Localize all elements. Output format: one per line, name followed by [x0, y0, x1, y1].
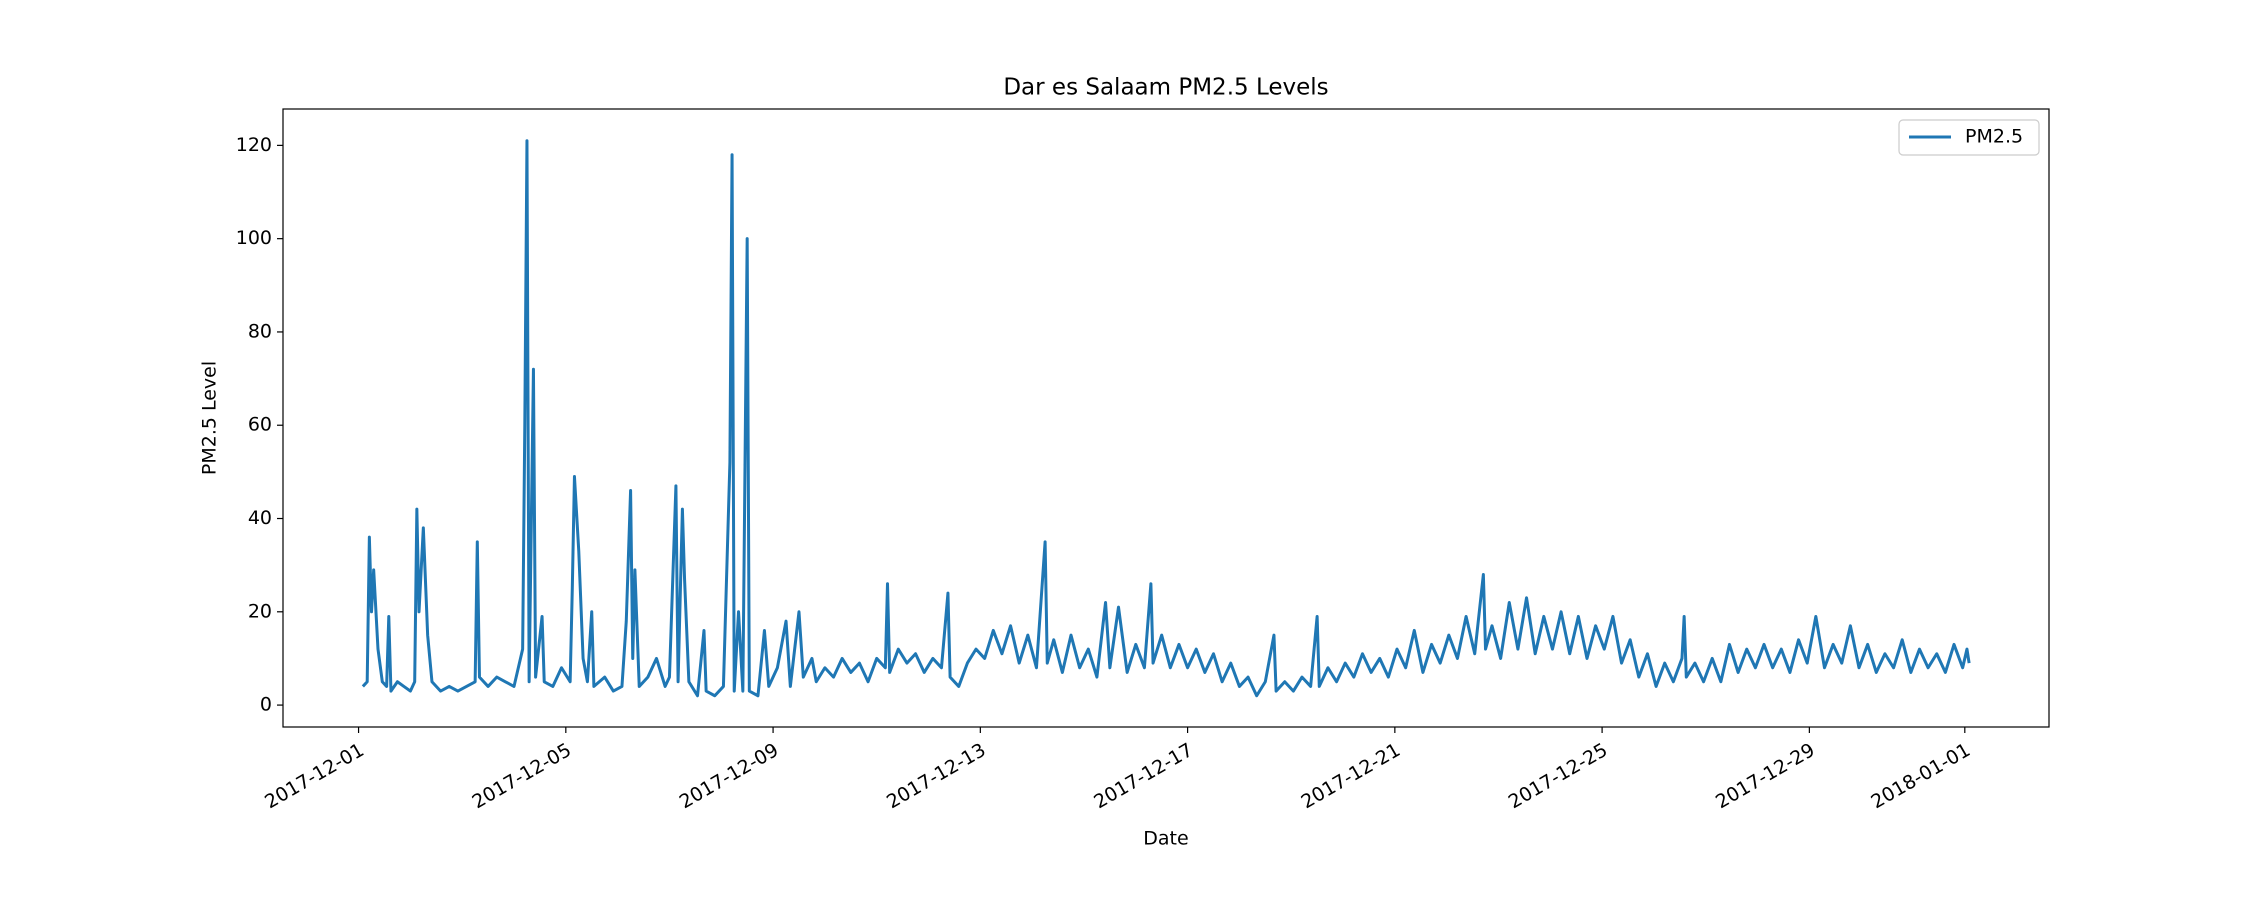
legend-box — [1898, 119, 2040, 156]
y-tick-label: 40 — [248, 507, 272, 529]
y-tick-label: 100 — [236, 227, 272, 249]
legend-label: PM2.5 — [1965, 126, 2023, 148]
y-tick-label: 20 — [248, 600, 272, 622]
y-tick-label: 60 — [248, 414, 272, 436]
chart-title: Dar es Salaam PM2.5 Levels — [1003, 75, 1328, 101]
y-tick-label: 120 — [236, 134, 272, 156]
x-axis-label: Date — [1143, 828, 1188, 850]
y-tick-label: 0 — [260, 694, 272, 716]
y-tick-label: 80 — [248, 320, 272, 342]
y-axis-label: PM2.5 Level — [199, 361, 221, 475]
data-line — [361, 139, 1971, 698]
plot-frame — [282, 108, 2050, 728]
